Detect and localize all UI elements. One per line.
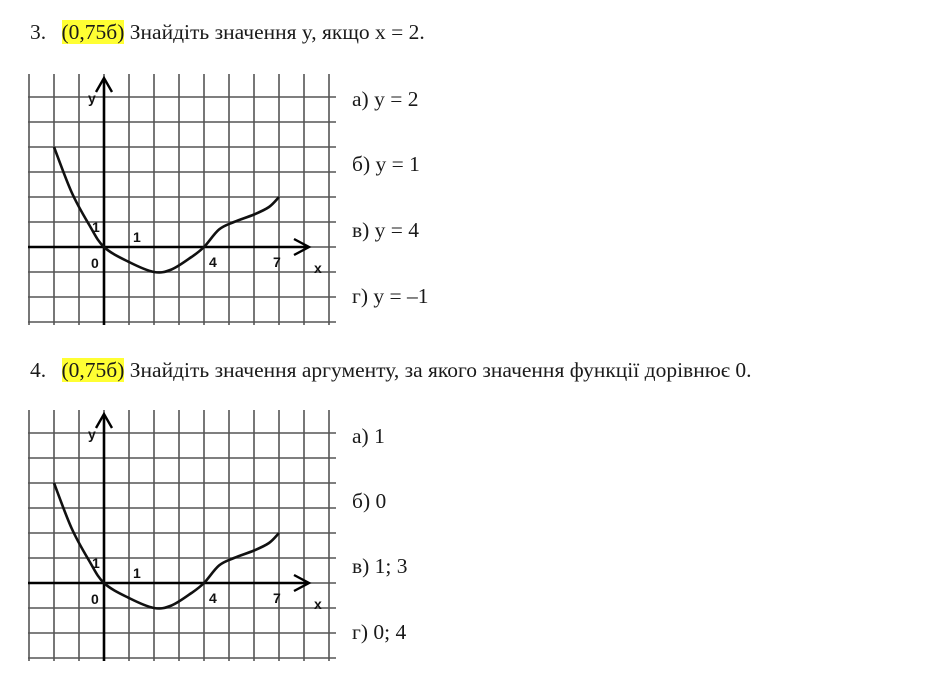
option-c[interactable]: в) y = 4: [352, 218, 420, 242]
x-tick-label-7: 7: [273, 590, 281, 606]
origin-label: 0: [91, 591, 99, 607]
function-graph-q4: y x 1 1 0 4 7: [28, 410, 336, 661]
question-text: Знайдіть значення y, якщо x = 2.: [129, 20, 425, 44]
question-text: Знайдіть значення аргументу, за якого зн…: [129, 358, 752, 382]
option-b[interactable]: б) y = 1: [352, 152, 420, 176]
x-axis-arrow: [293, 237, 312, 257]
option-d[interactable]: г) y = –1: [352, 284, 429, 308]
function-curve: [52, 482, 280, 610]
origin-label: 0: [91, 255, 99, 271]
x-axis-label: x: [314, 260, 322, 276]
x-axis-label: x: [314, 596, 322, 612]
question-3-heading: 3. (0,75б) Знайдіть значення y, якщо x =…: [30, 20, 425, 45]
x-tick-label-4: 4: [209, 590, 217, 606]
option-d[interactable]: г) 0; 4: [352, 620, 407, 644]
x-tick-label-7: 7: [273, 254, 281, 270]
option-a[interactable]: а) y = 2: [352, 87, 419, 111]
option-b[interactable]: б) 0: [352, 489, 387, 513]
option-a[interactable]: а) 1: [352, 424, 385, 448]
question-number: 4.: [30, 358, 47, 382]
points-badge: (0,75б): [61, 20, 125, 44]
y-tick-label-1: 1: [92, 555, 100, 571]
y-axis-label: y: [88, 90, 96, 106]
y-tick-label-1: 1: [92, 219, 100, 235]
y-axis-label: y: [88, 426, 96, 442]
points-badge: (0,75б): [61, 358, 125, 382]
question-4-heading: 4. (0,75б) Знайдіть значення аргументу, …: [30, 358, 752, 383]
x-tick-label-1: 1: [133, 229, 141, 245]
x-tick-label-1: 1: [133, 565, 141, 581]
x-tick-label-4: 4: [209, 254, 217, 270]
y-axis-arrow: [94, 75, 114, 93]
option-c[interactable]: в) 1; 3: [352, 554, 408, 578]
function-curve: [52, 146, 280, 274]
question-number: 3.: [30, 20, 47, 44]
function-graph-q3: y x 1 1 0 4 7: [28, 74, 336, 325]
y-axis-arrow: [94, 411, 114, 429]
x-axis-arrow: [293, 573, 312, 593]
